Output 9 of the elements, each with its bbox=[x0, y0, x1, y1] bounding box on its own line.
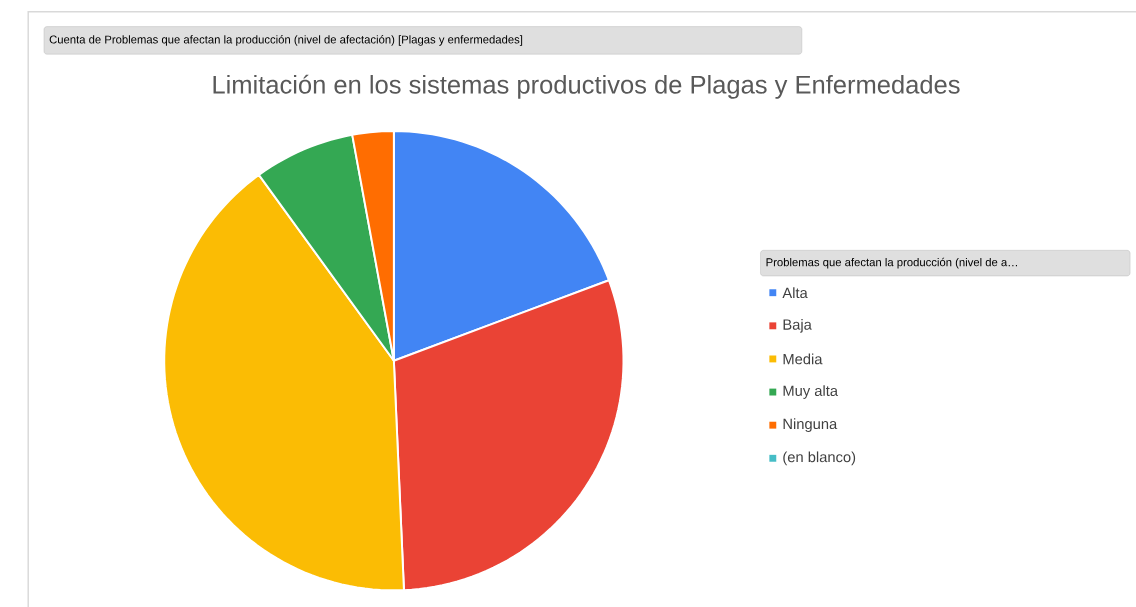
legend-label: (en blanco) bbox=[783, 451, 856, 466]
text: Cuenta de Problemas que afectan la producción (nivel de afectación) [Plagas y enfermedades] bbox=[49, 35, 523, 46]
legend-label: Media bbox=[783, 353, 823, 365]
legend-label: Alta bbox=[782, 287, 808, 299]
legend-title: Problemas que afectan la producción (nivel de a… bbox=[766, 257, 1017, 269]
legend-label: Muy alta bbox=[783, 385, 839, 399]
legend-label: Baja bbox=[783, 318, 812, 333]
legend-label: Ninguna bbox=[783, 418, 838, 432]
chart-title: Limitación en los sistemas productivos de Plagas y Enfermedades bbox=[213, 74, 960, 99]
